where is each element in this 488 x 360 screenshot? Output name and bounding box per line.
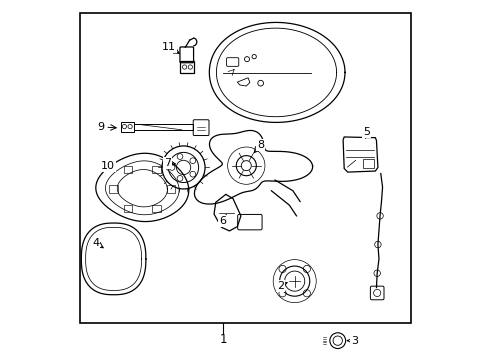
Bar xyxy=(166,185,175,193)
Bar xyxy=(152,166,161,173)
Text: 11: 11 xyxy=(161,42,175,52)
Bar xyxy=(362,159,373,168)
Text: 6: 6 xyxy=(219,216,226,226)
Bar xyxy=(109,185,118,193)
Text: 9: 9 xyxy=(97,122,104,132)
Bar xyxy=(123,205,132,212)
Text: 8: 8 xyxy=(257,140,264,150)
Text: 4: 4 xyxy=(92,238,99,248)
Bar xyxy=(123,166,132,173)
Text: 3: 3 xyxy=(351,336,358,346)
Text: 2: 2 xyxy=(276,281,284,291)
Text: 10: 10 xyxy=(101,161,115,171)
Bar xyxy=(179,61,194,73)
Bar xyxy=(80,13,410,323)
Text: 7: 7 xyxy=(163,158,171,168)
Text: 1: 1 xyxy=(219,333,226,346)
Bar xyxy=(121,122,134,132)
Text: 5: 5 xyxy=(362,127,369,136)
Bar xyxy=(152,205,161,212)
